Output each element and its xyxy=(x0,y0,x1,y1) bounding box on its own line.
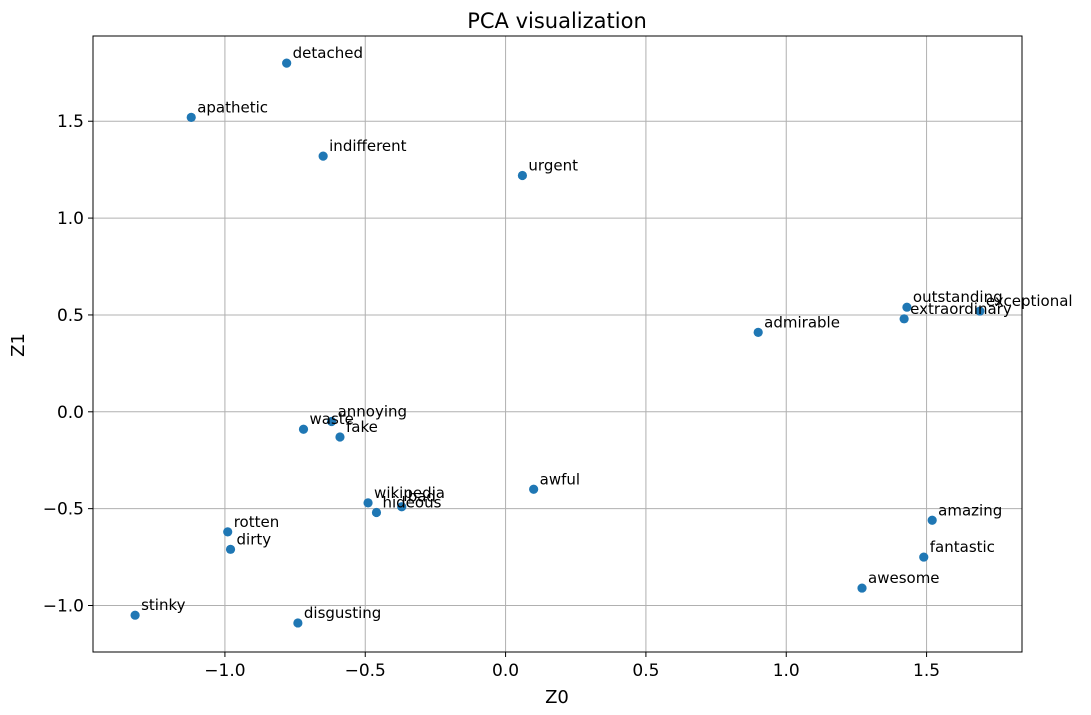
x-axis-label: Z0 xyxy=(545,687,569,708)
data-point xyxy=(326,416,337,427)
data-point xyxy=(225,544,236,554)
data-point-label: fantastic xyxy=(930,538,995,556)
point-labels: detached apathetic indifferent urgent outsta… xyxy=(141,44,1072,622)
data-point-label: indifferent xyxy=(329,137,406,155)
x-tick-label: 0.0 xyxy=(492,661,519,681)
y-tick-label: 0.0 xyxy=(57,403,84,423)
data-point xyxy=(899,314,909,324)
data-point-label: extraordinary xyxy=(910,300,1012,318)
data-point xyxy=(298,424,309,434)
y-tick-label: 1.5 xyxy=(57,112,84,132)
x-tick-label: −1.0 xyxy=(204,661,245,681)
y-tick-label: 0.5 xyxy=(57,306,84,326)
data-point xyxy=(397,502,407,512)
data-point xyxy=(282,58,292,68)
data-point-label: annoying xyxy=(338,402,407,420)
data-point xyxy=(186,112,196,122)
data-point-label: fake xyxy=(346,418,378,436)
data-point-label: awful xyxy=(540,470,580,488)
data-point xyxy=(371,507,382,518)
data-point xyxy=(335,432,345,442)
data-point xyxy=(293,618,303,628)
data-point xyxy=(919,552,929,562)
data-point-label: amazing xyxy=(938,501,1002,519)
data-point-label: rotten xyxy=(234,513,280,531)
data-point xyxy=(517,170,528,181)
data-point-label: wikipedia xyxy=(374,484,445,502)
data-point-label: exceptional xyxy=(986,292,1073,310)
grid-lines xyxy=(93,36,1022,652)
data-point-label: admirable xyxy=(764,313,840,331)
x-tick-label: 1.5 xyxy=(913,661,940,681)
y-axis-label: Z1 xyxy=(8,333,29,357)
data-point-label: bad xyxy=(408,488,436,506)
data-point-label: urgent xyxy=(528,156,578,174)
data-point xyxy=(318,151,328,161)
data-point-label: awesome xyxy=(868,569,940,587)
y-tick-label: 1.0 xyxy=(57,209,84,229)
data-point xyxy=(130,610,140,620)
data-point xyxy=(753,327,763,337)
data-point-label: apathetic xyxy=(197,98,268,116)
data-point-label: hideous xyxy=(382,494,441,512)
data-point xyxy=(529,484,539,494)
data-point-label: detached xyxy=(293,44,363,62)
x-tick-label: 1.0 xyxy=(773,661,800,681)
data-point xyxy=(927,515,937,525)
data-point-label: outstanding xyxy=(913,288,1003,306)
data-point-label: disgusting xyxy=(304,604,381,622)
data-point-label: stinky xyxy=(141,596,186,614)
y-tick-label: −1.0 xyxy=(43,597,84,617)
data-points xyxy=(130,58,985,628)
y-tick-label: −0.5 xyxy=(43,500,84,520)
x-tick-label: 0.5 xyxy=(632,661,659,681)
x-tick-label: −0.5 xyxy=(345,661,386,681)
plot-frame xyxy=(92,35,1023,653)
data-point-label: waste xyxy=(309,410,353,428)
axis-ticks: −1.0 −0.5 0.0 0.5 1.0 1.5 −1.0 −0.5 0.0 0.5 1.0 1.5 xyxy=(43,112,940,681)
data-point-label: dirty xyxy=(237,530,272,548)
data-point xyxy=(223,527,233,537)
data-point xyxy=(975,306,985,316)
data-point xyxy=(363,498,373,508)
chart-title: PCA visualization xyxy=(467,9,647,33)
data-point xyxy=(857,583,867,593)
data-point xyxy=(902,302,912,312)
